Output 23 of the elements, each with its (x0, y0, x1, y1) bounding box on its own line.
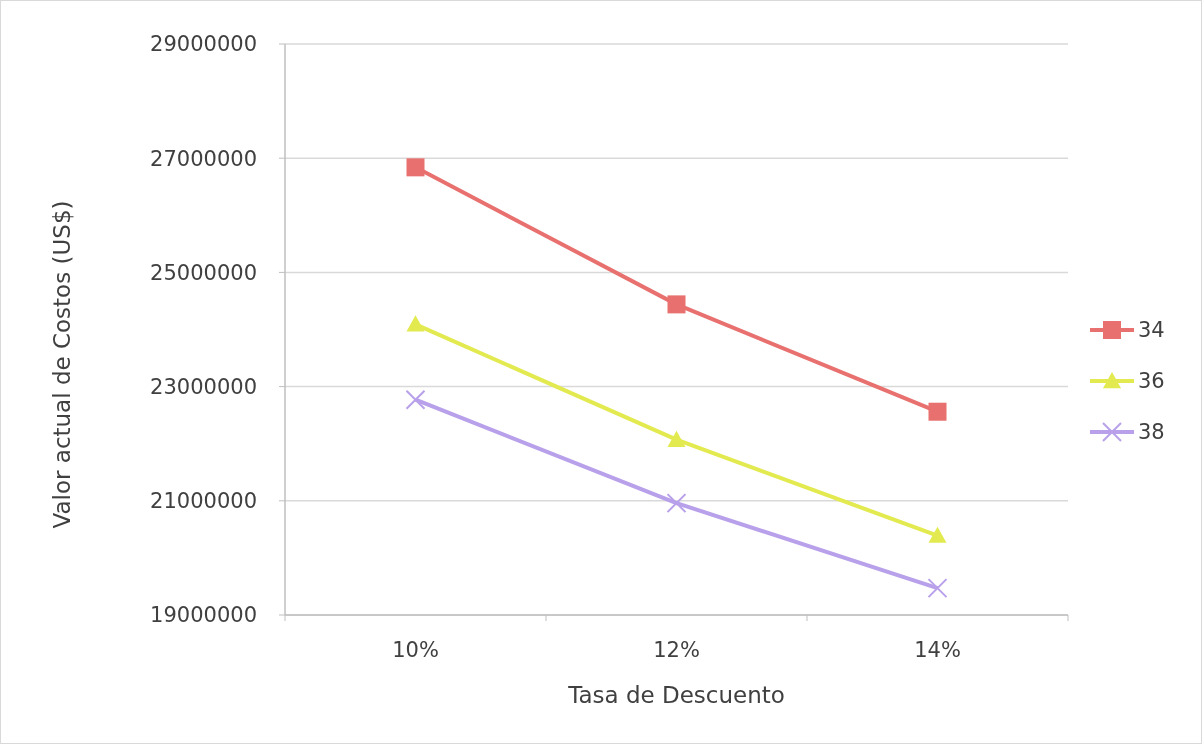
y-tick-label: 25000000 (150, 260, 257, 285)
x-axis-title: Tasa de Descuento (567, 682, 785, 708)
legend-label: 38 (1138, 420, 1165, 445)
legend-label: 36 (1138, 369, 1165, 394)
y-tick-label: 27000000 (150, 146, 257, 171)
point (667, 295, 686, 314)
x-tick-label: 10% (392, 638, 439, 662)
x-tick-label: 14% (914, 638, 961, 662)
y-axis-title: Valor actual de Costos (US$) (49, 200, 75, 529)
point (927, 578, 948, 599)
y-tick-label: 19000000 (150, 603, 257, 628)
legend-label: 34 (1138, 318, 1165, 343)
point (405, 389, 426, 410)
y-tick-label: 29000000 (150, 32, 257, 57)
y-tick-label: 23000000 (150, 374, 257, 399)
x-tick-label: 12% (653, 638, 700, 662)
y-tick-label: 21000000 (150, 489, 257, 514)
point (406, 315, 425, 332)
point (928, 526, 947, 543)
point (406, 158, 425, 177)
point (667, 430, 686, 447)
point (928, 402, 947, 421)
point (666, 493, 687, 514)
